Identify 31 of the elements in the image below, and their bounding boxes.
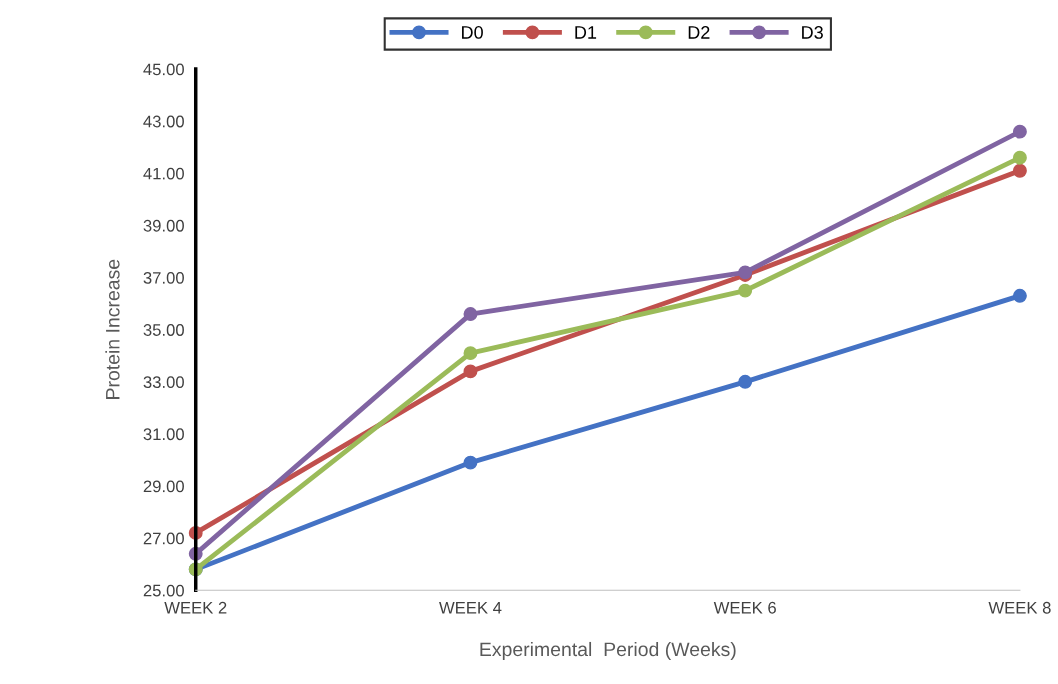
x-tick-label: WEEK 6 — [713, 601, 776, 614]
y-axis-title: Protein Increase — [105, 259, 120, 399]
y-tick-label: 37.00 — [143, 271, 184, 284]
point — [1012, 124, 1027, 139]
y-tick-label: 35.00 — [143, 324, 184, 336]
y-tick-label: 41.00 — [143, 167, 184, 180]
point — [1012, 150, 1027, 165]
y-tick-label: 31.00 — [143, 428, 184, 441]
x-tick-label: WEEK 4 — [439, 602, 502, 614]
point — [463, 346, 478, 361]
legend-label: D0 — [462, 26, 483, 39]
y-tick-label: 33.00 — [143, 376, 184, 389]
legend-label: D1 — [575, 26, 597, 39]
x-tick-label: WEEK 8 — [988, 601, 1051, 614]
point — [1012, 163, 1027, 178]
y-tick-label: 29.00 — [143, 480, 184, 493]
point — [463, 364, 478, 379]
y-tick-label: 43.00 — [143, 115, 184, 128]
point — [738, 283, 753, 298]
point — [463, 455, 478, 470]
y-tick-label: 45.00 — [143, 63, 184, 76]
y-tick-label: 27.00 — [143, 532, 184, 545]
x-tick-label: WEEK 2 — [164, 601, 227, 614]
point — [738, 374, 753, 389]
legend-label: D2 — [688, 26, 710, 39]
point — [1012, 288, 1027, 303]
y-tick-label: 39.00 — [143, 219, 184, 232]
point — [463, 307, 478, 321]
x-axis-title: Experimental Period (Weeks) — [480, 641, 736, 661]
legend-label: D3 — [802, 26, 823, 39]
y-tick-label: 25.00 — [143, 584, 184, 597]
